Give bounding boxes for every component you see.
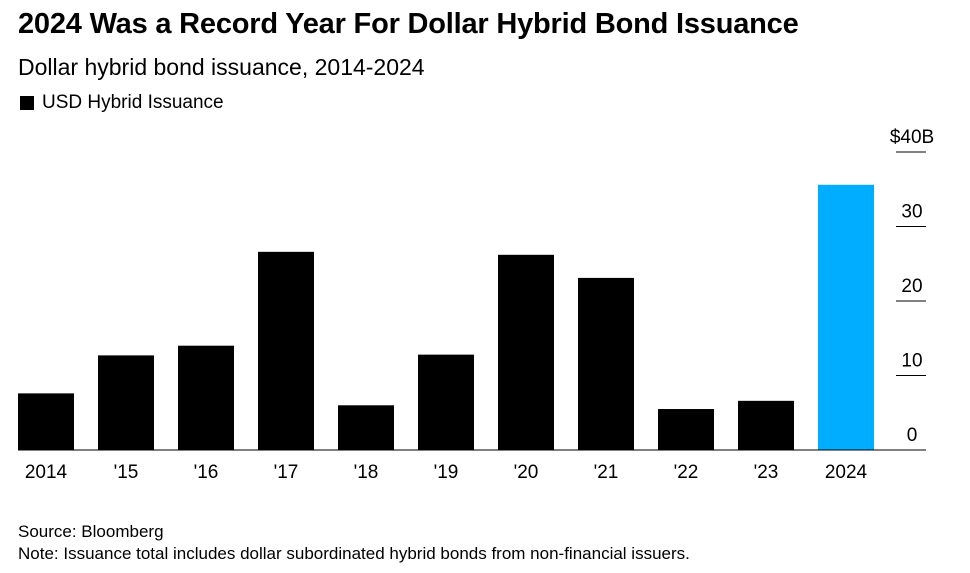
chart-legend: USD Hybrid Issuance bbox=[20, 92, 224, 114]
bar-8 bbox=[658, 409, 714, 450]
y-tick-label-3: 30 bbox=[901, 202, 922, 223]
y-tick-label-2: 20 bbox=[901, 276, 922, 297]
x-tick-label-1: '15 bbox=[114, 462, 139, 483]
x-tick-label-9: '23 bbox=[754, 462, 779, 483]
bar-7 bbox=[578, 277, 634, 450]
x-tick-label-8: '22 bbox=[674, 462, 699, 483]
bar-1 bbox=[98, 355, 154, 450]
y-tick-label-4: $40B bbox=[890, 127, 934, 148]
bar-10 bbox=[818, 184, 874, 450]
source-note: Source: Bloomberg bbox=[18, 522, 164, 541]
x-tick-label-4: '18 bbox=[354, 462, 379, 483]
bar-3 bbox=[258, 251, 314, 450]
legend-swatch bbox=[20, 96, 34, 110]
x-tick-label-6: '20 bbox=[514, 462, 539, 483]
x-tick-label-0: 2014 bbox=[25, 462, 68, 483]
x-tick-label-3: '17 bbox=[274, 462, 299, 483]
x-tick-label-2: '16 bbox=[194, 462, 219, 483]
y-tick-label-0: 0 bbox=[907, 425, 918, 446]
bar-0 bbox=[18, 393, 74, 450]
bar-5 bbox=[418, 354, 474, 450]
legend-label: USD Hybrid Issuance bbox=[42, 92, 224, 113]
chart-subtitle: Dollar hybrid bond issuance, 2014-2024 bbox=[18, 54, 425, 80]
x-tick-label-7: '21 bbox=[594, 462, 619, 483]
chart-title: 2024 Was a Record Year For Dollar Hybrid… bbox=[18, 8, 799, 40]
x-tick-label-10: 2024 bbox=[825, 462, 868, 483]
bar-2 bbox=[178, 345, 234, 450]
y-tick-label-1: 10 bbox=[901, 351, 922, 372]
bar-9 bbox=[738, 400, 794, 450]
x-tick-label-5: '19 bbox=[434, 462, 459, 483]
bar-4 bbox=[338, 405, 394, 450]
footnote: Note: Issuance total includes dollar sub… bbox=[18, 544, 690, 563]
bar-6 bbox=[498, 254, 554, 450]
